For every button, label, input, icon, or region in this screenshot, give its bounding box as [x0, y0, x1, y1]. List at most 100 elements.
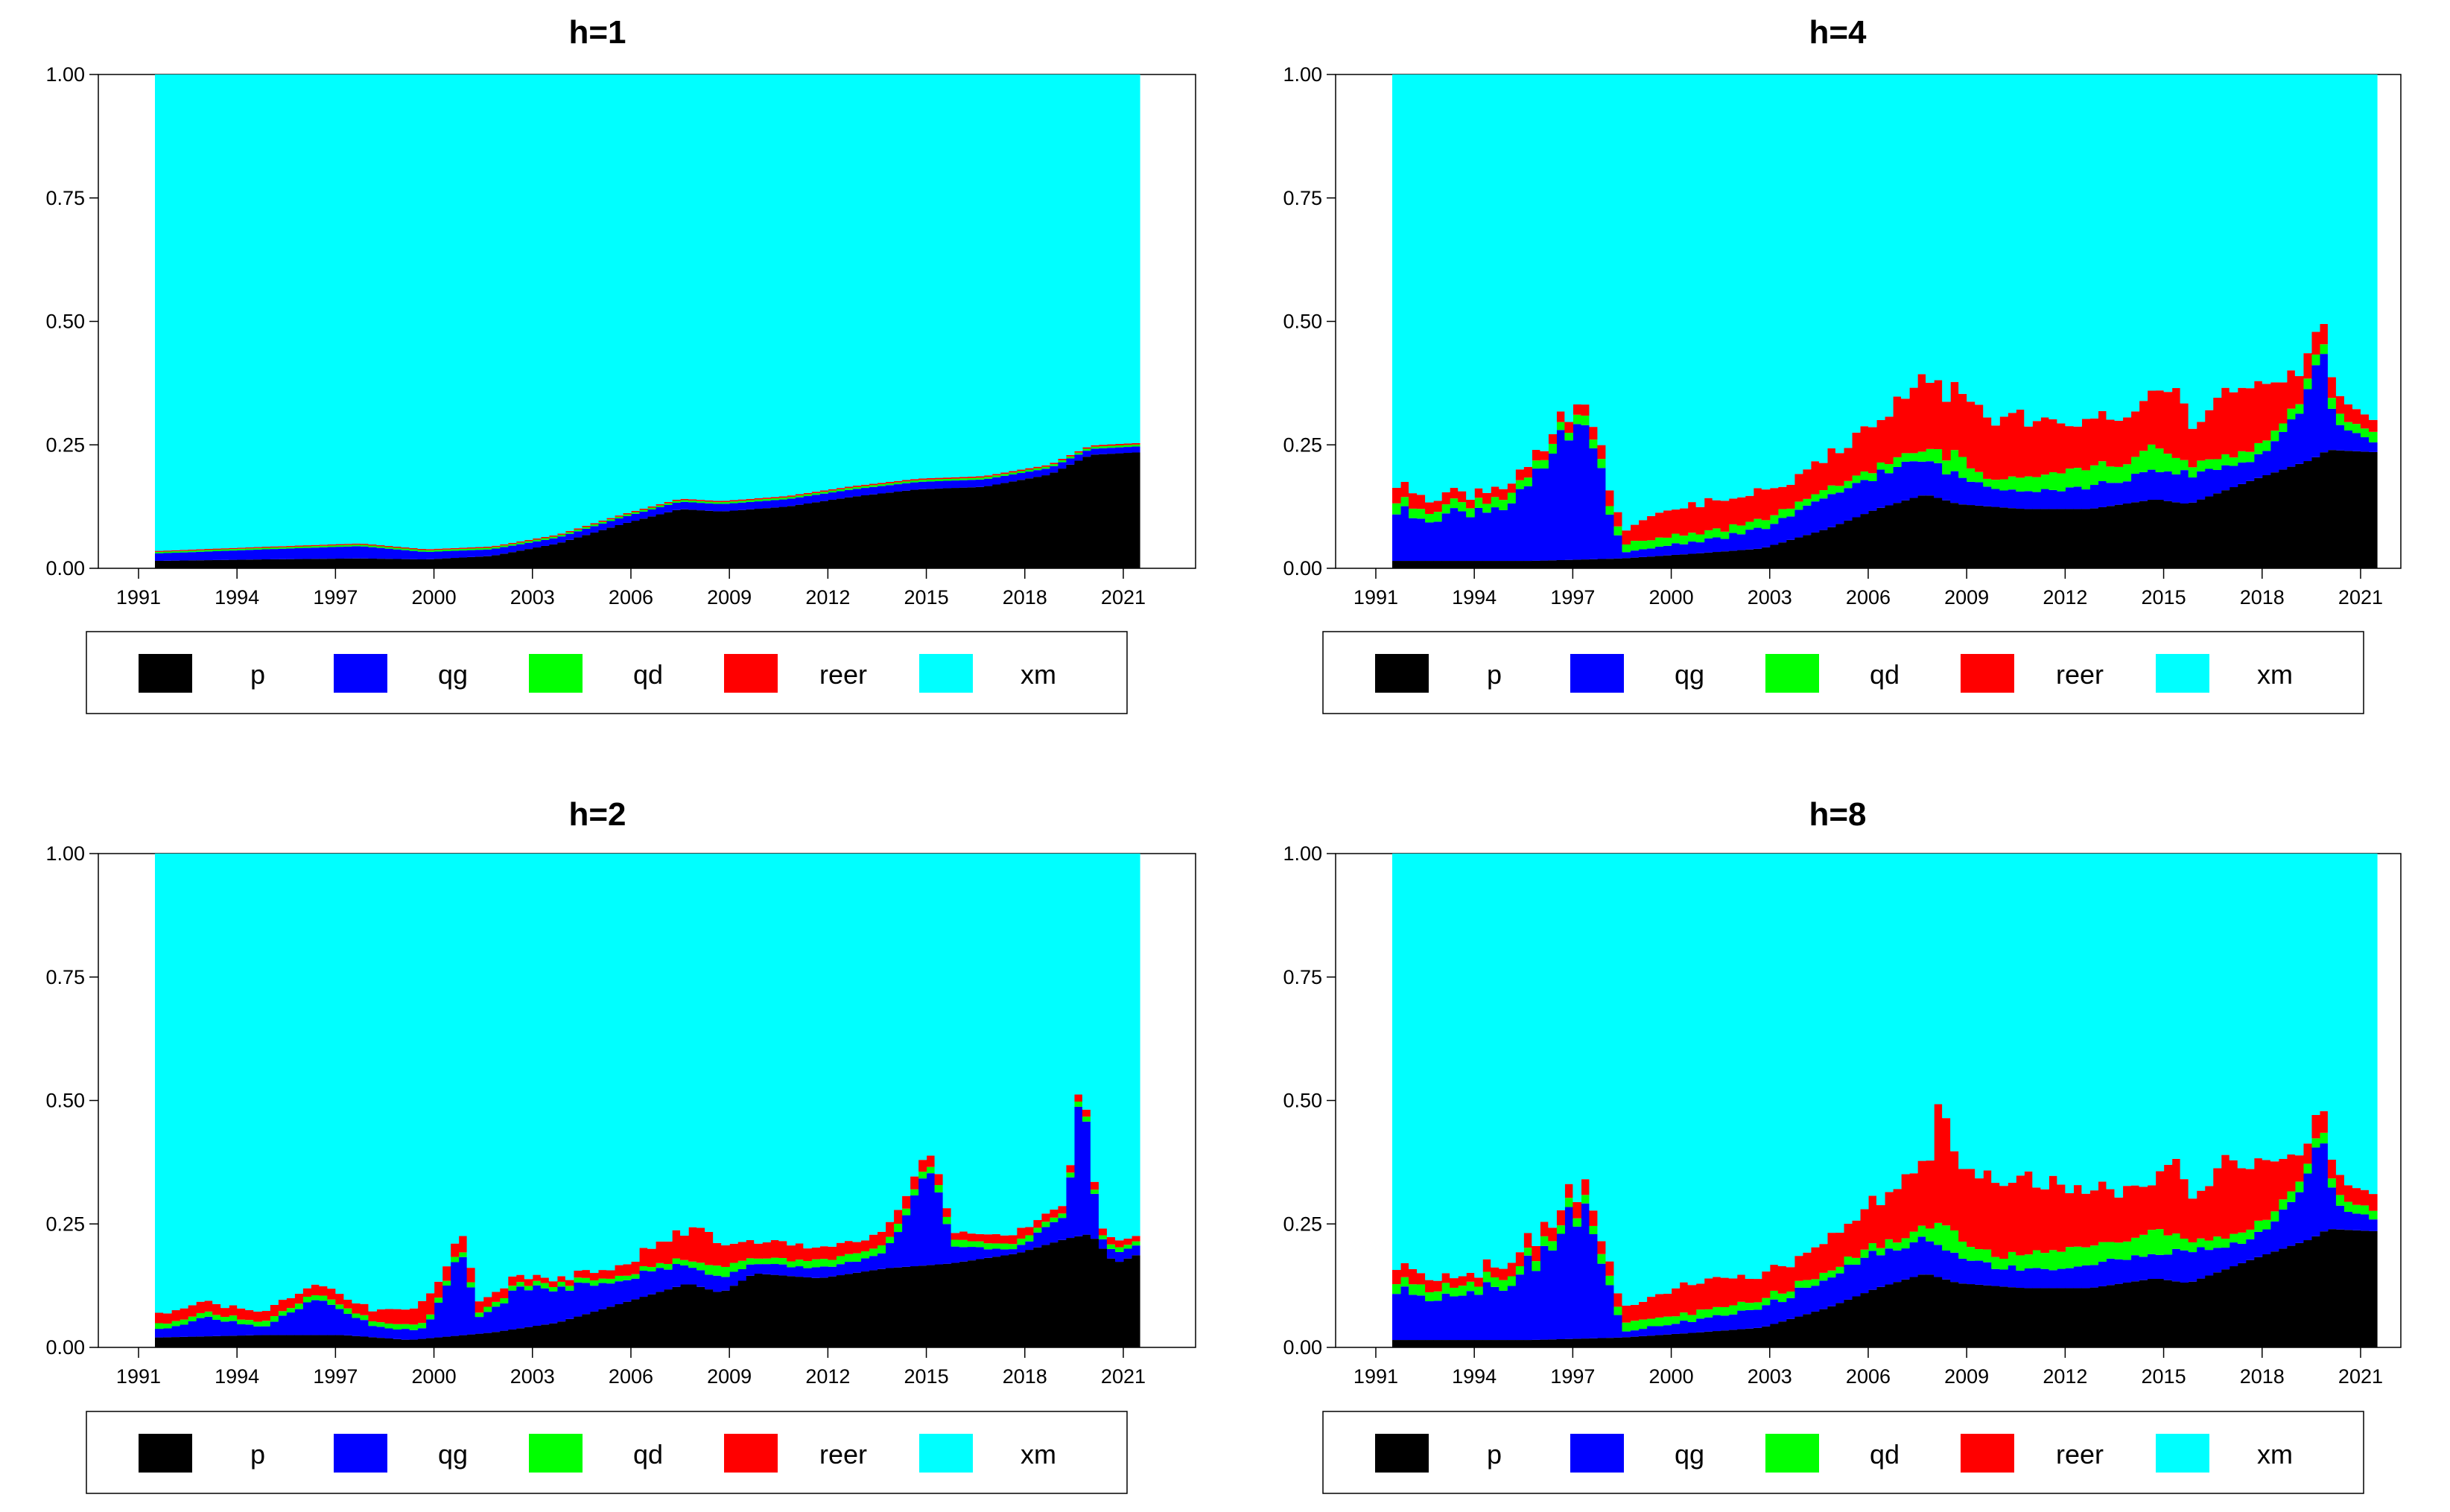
bar-reer	[1613, 1293, 1623, 1307]
bar-p	[1802, 535, 1812, 568]
bar-xm	[1704, 854, 1713, 1279]
bar-qd	[491, 1301, 501, 1307]
x-tick-label: 2021	[2338, 1365, 2383, 1388]
bar-qd	[2311, 1138, 2320, 1148]
bar-reer	[1613, 512, 1623, 527]
bar-qd	[622, 1275, 632, 1280]
x-tick-label: 2018	[2240, 586, 2285, 609]
bar-p	[1073, 1236, 1083, 1347]
bar-xm	[1901, 74, 1910, 399]
bar-p	[589, 532, 599, 568]
legend-swatch-xm	[2156, 654, 2209, 693]
bar-reer	[1786, 484, 1795, 509]
bar-xm	[360, 74, 369, 544]
bar-xm	[877, 74, 886, 483]
bar-reer	[507, 1276, 517, 1286]
bar-qd	[442, 549, 451, 551]
bar-reer	[1967, 401, 1975, 468]
bar-xm	[656, 74, 664, 504]
legend-swatch-reer	[1961, 654, 2014, 693]
bar-xm	[2073, 854, 2082, 1186]
bar-qd	[327, 545, 336, 547]
bar-qg	[2163, 471, 2173, 501]
bar-qd	[1482, 1271, 1491, 1283]
bar-p	[2147, 1279, 2157, 1347]
bar-qd	[1450, 1287, 1459, 1297]
bar-qd	[811, 492, 820, 495]
bar-qd	[597, 1278, 607, 1283]
bar-qd	[2221, 454, 2230, 466]
bar-qg	[1073, 1106, 1083, 1236]
bar-qg	[2147, 1254, 2157, 1280]
y-tick-label: 0.00	[1283, 1336, 1322, 1359]
bar-qg	[622, 1280, 632, 1302]
bar-qd	[1901, 1238, 1910, 1249]
bar-qg	[705, 1274, 714, 1290]
bar-p	[1098, 1248, 1108, 1347]
bar-qd	[1917, 451, 1926, 462]
bar-p	[1769, 544, 1779, 568]
bar-p	[1885, 1284, 1894, 1347]
bar-xm	[597, 74, 607, 521]
bar-qg	[311, 1300, 320, 1335]
bar-p	[688, 1284, 697, 1347]
bar-qg	[901, 1215, 911, 1267]
bar-reer	[1736, 1274, 1746, 1302]
bar-xm	[2163, 854, 2173, 1165]
bar-qd	[540, 538, 550, 540]
bar-qd	[754, 1258, 763, 1265]
bar-reer	[1073, 451, 1083, 453]
bar-reer	[2040, 1189, 2049, 1254]
bar-qd	[1098, 446, 1108, 448]
bar-qg	[1967, 481, 1975, 506]
bar-qd	[1024, 469, 1034, 472]
bar-qg	[885, 1243, 895, 1268]
bar-qg	[2245, 462, 2255, 481]
bar-reer	[951, 477, 960, 479]
bar-qd	[2130, 457, 2140, 474]
bar-p	[1786, 539, 1795, 568]
bar-qg	[836, 491, 845, 499]
bar-reer	[622, 512, 632, 515]
bar-qd	[2368, 431, 2378, 442]
bar-reer	[688, 499, 697, 501]
bar-p	[1942, 1279, 1951, 1347]
bar-p	[1098, 454, 1108, 568]
bar-reer	[688, 1227, 697, 1262]
bar-reer	[1712, 500, 1721, 529]
bar-qg	[2229, 1242, 2238, 1267]
bar-xm	[770, 74, 779, 498]
bar-xm	[2163, 74, 2173, 393]
bar-p	[319, 1335, 328, 1347]
bar-qd	[1917, 1225, 1926, 1237]
bar-xm	[885, 74, 895, 483]
bar-qd	[885, 1236, 895, 1244]
bar-reer	[606, 1270, 615, 1279]
bar-p	[2335, 450, 2345, 568]
bar-qg	[1999, 1269, 2008, 1287]
bar-p	[951, 1262, 960, 1347]
bar-reer	[672, 499, 681, 501]
bar-xm	[401, 854, 410, 1310]
bar-xm	[2057, 74, 2066, 424]
bar-reer	[1597, 445, 1607, 460]
bar-xm	[828, 854, 837, 1247]
bar-qd	[1736, 525, 1746, 535]
bar-p	[630, 1299, 640, 1347]
bar-xm	[237, 74, 246, 548]
bar-qd	[483, 547, 492, 550]
bar-qg	[2286, 1201, 2296, 1246]
x-tick-label: 2015	[2142, 1365, 2186, 1388]
legend-frame	[86, 631, 1128, 714]
bar-p	[2343, 451, 2353, 568]
bar-xm	[1745, 854, 1754, 1279]
bar-reer	[1123, 1238, 1132, 1245]
bar-xm	[2245, 854, 2255, 1169]
bar-qd	[352, 544, 361, 547]
bar-qg	[1073, 454, 1083, 461]
bar-xm	[647, 74, 656, 506]
bar-reer	[384, 546, 394, 547]
bar-qd	[1057, 460, 1067, 463]
bar-xm	[1123, 74, 1132, 444]
bar-qd	[901, 481, 911, 483]
